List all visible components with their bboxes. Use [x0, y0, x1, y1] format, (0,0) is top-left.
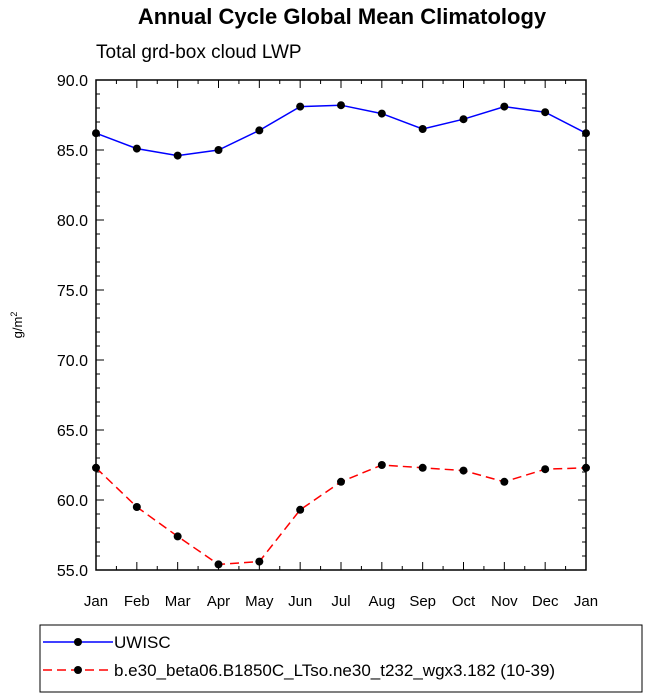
x-tick-label: Apr	[207, 593, 230, 610]
data-point	[337, 477, 345, 486]
x-tick-label: Aug	[368, 593, 395, 610]
y-tick-labels: 55.0 60.0 65.0 70.0 75.0 80.0 85.0 90.0	[57, 73, 88, 580]
data-point	[173, 151, 182, 160]
data-point	[173, 532, 182, 541]
legend-swatch-marker	[74, 666, 82, 674]
x-tick-labels: Jan Feb Mar Apr May Jun Jul Aug Sep Oct Nov Dec Jan	[84, 593, 598, 610]
y-tick-label: 70.0	[57, 353, 88, 370]
y-axis-label-unit: g/m	[10, 317, 25, 339]
data-point	[459, 466, 468, 475]
data-point	[377, 109, 386, 118]
data-point	[541, 108, 550, 117]
x-tick-label: Sep	[409, 593, 436, 610]
legend-entry-1: UWISC	[43, 633, 171, 652]
legend: UWISC b.e30_beta06.B1850C_LTso.ne30_t232_…	[39, 624, 643, 693]
y-tick-label: 60.0	[57, 493, 88, 510]
x-tick-label: Jan	[84, 593, 108, 610]
y-tick-label: 85.0	[57, 143, 88, 160]
x-tick-label: Dec	[532, 593, 559, 610]
data-point	[500, 477, 509, 486]
data-point	[459, 115, 468, 124]
x-tick-label: Feb	[124, 593, 150, 610]
data-point	[541, 465, 550, 474]
data-point	[296, 102, 305, 111]
legend-items: UWISC b.e30_beta06.B1850C_LTso.ne30_t232_…	[43, 633, 555, 680]
data-point	[418, 125, 427, 133]
chart-subtitle: Total grd-box cloud LWP	[96, 42, 302, 63]
y-tick-label: 90.0	[57, 73, 88, 90]
x-tick-label: May	[245, 593, 274, 610]
data-point	[214, 146, 223, 154]
data-series	[92, 101, 590, 569]
data-point	[132, 503, 141, 511]
legend-label: UWISC	[114, 633, 171, 652]
plot-frame	[95, 79, 587, 571]
legend-label: b.e30_beta06.B1850C_LTso.ne30_t232_wgx3.…	[114, 661, 555, 680]
legend-swatch-marker	[74, 638, 82, 646]
y-axis-label: g/m2	[9, 312, 25, 339]
data-point	[418, 463, 427, 472]
y-axis-label-exponent: 2	[9, 312, 19, 317]
x-tick-label: Oct	[452, 593, 476, 610]
data-point	[296, 505, 305, 514]
series-line	[95, 104, 587, 157]
data-point	[377, 461, 386, 469]
y-tick-label: 80.0	[57, 213, 88, 230]
x-tick-label: Jun	[288, 593, 312, 610]
y-tick-label: 75.0	[57, 283, 88, 300]
legend-entry-2: b.e30_beta06.B1850C_LTso.ne30_t232_wgx3.…	[43, 661, 555, 680]
chart-title: Annual Cycle Global Mean Climatology	[138, 4, 547, 29]
y-tick-label: 65.0	[57, 423, 88, 440]
y-tick-label: 55.0	[57, 563, 88, 580]
data-point	[500, 102, 509, 111]
data-point	[214, 560, 223, 569]
x-tick-label: Jul	[331, 593, 350, 610]
x-tick-label: Mar	[165, 593, 191, 610]
data-point	[255, 126, 264, 135]
data-point	[132, 144, 141, 153]
series-2	[92, 461, 590, 569]
x-tick-label: Nov	[491, 593, 518, 610]
x-tick-label: Jan	[574, 593, 598, 610]
data-point	[255, 557, 264, 566]
legend-box	[39, 624, 643, 693]
series-1	[92, 101, 590, 160]
data-point	[337, 101, 345, 110]
